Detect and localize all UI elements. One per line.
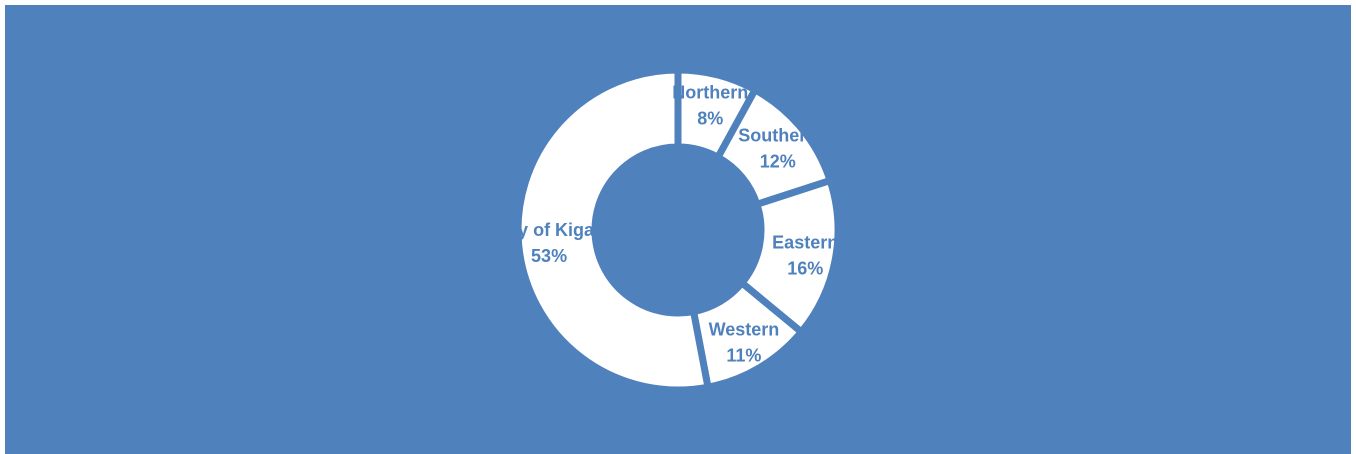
label-southern-value: 12% <box>760 151 796 171</box>
label-eastern-value: 16% <box>787 258 823 278</box>
label-southern-name: Southern <box>738 125 817 145</box>
chart-area: Northern 8% Southern 12% Eastern 16% Western 11… <box>5 5 1351 454</box>
label-city-of-kigali-name: City of Kigali <box>494 220 604 240</box>
slice-city-of-kigali <box>514 66 713 394</box>
label-northern-name: Northern <box>672 83 748 103</box>
donut-chart: Northern 8% Southern 12% Eastern 16% Western 11… <box>494 66 842 394</box>
label-eastern-name: Eastern <box>772 232 838 252</box>
slices <box>514 66 842 394</box>
slice-eastern <box>737 176 842 337</box>
label-city-of-kigali-value: 53% <box>531 246 567 266</box>
label-northern-value: 8% <box>697 109 723 129</box>
data-labels: Northern 8% Southern 12% Eastern 16% Western 11… <box>494 83 838 366</box>
label-western-value: 11% <box>726 345 761 365</box>
label-western-name: Western <box>709 319 780 339</box>
